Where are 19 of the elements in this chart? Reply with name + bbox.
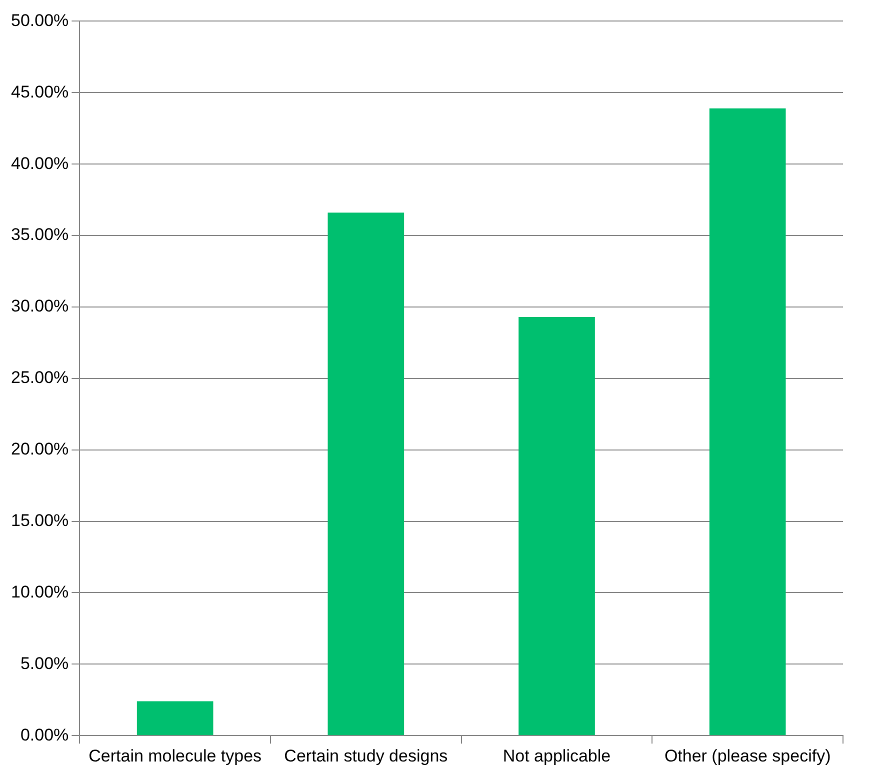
y-tick-label: 10.00%: [10, 582, 69, 602]
x-tick-label: Not applicable: [502, 746, 611, 766]
y-tick-label: 5.00%: [20, 654, 69, 673]
x-tick-label: Certain study designs: [284, 746, 448, 766]
bar: [136, 701, 214, 736]
x-tick-label: Other (please specify): [664, 746, 831, 766]
bar: [328, 212, 404, 736]
bar: [518, 316, 595, 736]
y-tick-label: 35.00%: [10, 225, 69, 244]
y-tick-label: 50.00%: [10, 10, 69, 30]
y-tick-label: 0.00%: [20, 725, 69, 744]
y-tick-label: 45.00%: [10, 82, 69, 102]
y-tick-label: 40.00%: [10, 154, 69, 173]
bar: [709, 108, 786, 736]
y-tick-label: 25.00%: [10, 368, 69, 388]
x-tick-label: Certain molecule types: [88, 746, 262, 766]
y-tick-label: 30.00%: [10, 296, 69, 316]
y-tick-label: 15.00%: [10, 510, 69, 530]
y-tick-label: 20.00%: [10, 440, 69, 459]
